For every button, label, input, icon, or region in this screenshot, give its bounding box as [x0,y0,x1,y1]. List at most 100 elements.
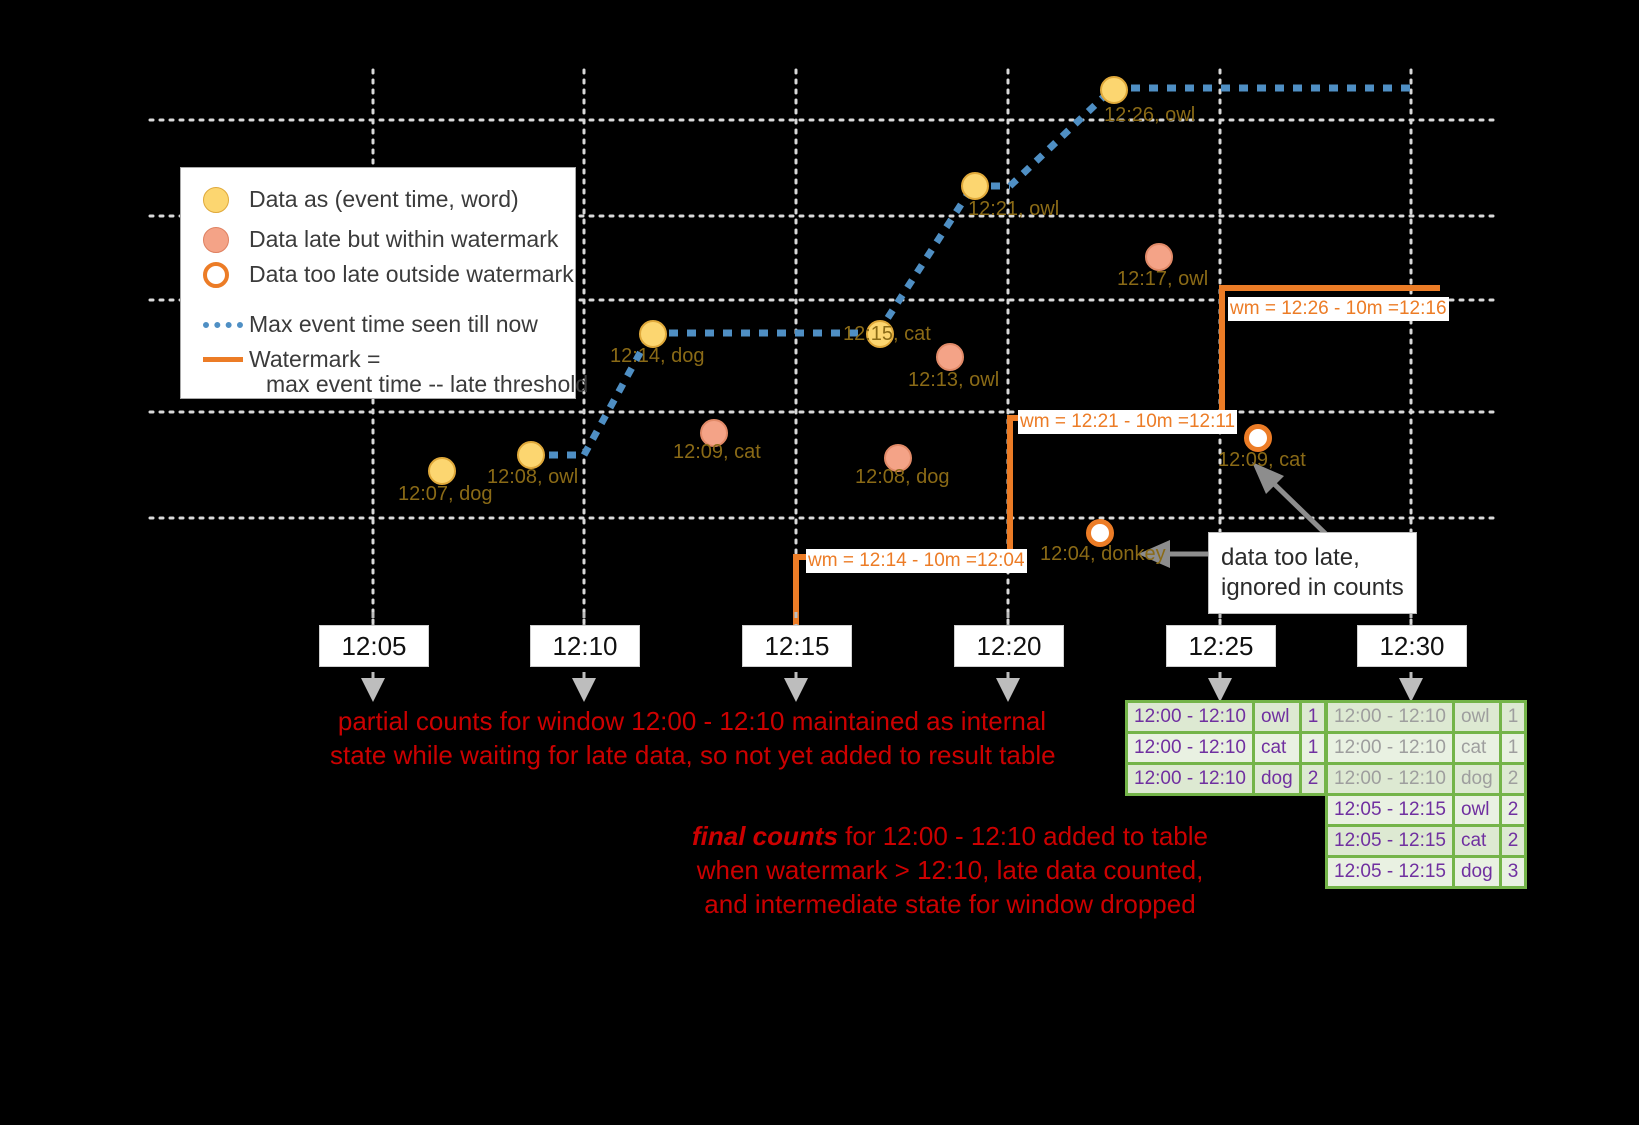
data-point-label: 12:08, dog [855,466,950,488]
data-point-1217-owl [1145,243,1173,271]
callout-too-late: data too late, ignored in counts [1208,532,1417,614]
annotation-partial-counts: partial counts for window 12:00 - 12:10 … [330,705,1056,773]
table-row: 12:00 - 12:10 owl 1 [1328,703,1525,731]
table-cell-word: cat [1454,734,1499,762]
annotation-final-counts: final counts for 12:00 - 12:10 added to … [690,820,1210,921]
data-point-1208-dog-late [884,444,912,472]
data-point-label: 12:09, cat [673,441,761,463]
legend-label-watermark-formula: max event time -- late threshold [266,371,589,397]
legend-label-on-time: Data as (event time, word) [249,186,519,212]
annotation-final-rest: for 12:00 - 12:10 added to table [837,821,1208,851]
axis-tick-1225: 12:25 [1166,625,1276,667]
data-point-label: 12:07, dog [398,483,493,505]
data-point-label: 12:09, cat [1218,449,1306,471]
data-point-label: 12:15, cat [843,323,931,345]
salmon-dot-icon [203,226,229,253]
axis-tick-1220: 12:20 [954,625,1064,667]
hollow-orange-dot-icon [203,261,229,288]
callout-line-2: ignored in counts [1221,574,1404,601]
table-cell-count: 3 [1501,858,1525,886]
axis-tick-1230: 12:30 [1357,625,1467,667]
blue-dotted-line-icon [203,321,243,328]
legend-label-max-event-time: Max event time seen till now [249,311,538,337]
watermark-label-1216: wm = 12:26 - 10m =12:16 [1228,297,1449,321]
orange-solid-line-icon [203,357,243,362]
table-row: 12:00 - 12:10 cat 1 [1128,734,1325,762]
annotation-final-line-3: and intermediate state for window droppe… [704,888,1196,919]
annotation-final-line-1: final counts for 12:00 - 12:10 added to … [690,820,1210,854]
table-row: 12:00 - 12:10 dog 2 [1328,765,1525,793]
table-cell-word: cat [1254,734,1299,762]
data-point-label: 12:13, owl [908,369,1000,391]
data-point-label: 12:08, owl [487,466,579,488]
table-cell-word: cat [1454,827,1499,855]
annotation-partial-line-2: state while waiting for late data, so no… [330,739,1056,770]
table-row: 12:05 - 12:15 dog 3 [1328,858,1525,886]
table-row: 12:00 - 12:10 owl 1 [1128,703,1325,731]
callout-line-1: data too late, [1221,544,1360,571]
legend-item-watermark: Watermark = [203,346,380,373]
table-cell-word: dog [1454,858,1499,886]
yellow-dot-icon [203,186,229,213]
table-cell-word: dog [1254,765,1299,793]
table-cell-window: 12:00 - 12:10 [1328,734,1452,762]
data-point-label: 12:26, owl [1104,104,1196,126]
table-cell-window: 12:05 - 12:15 [1328,858,1452,886]
table-cell-window: 12:05 - 12:15 [1328,796,1452,824]
data-point-label: 12:14, dog [610,345,705,367]
axis-tick-1215: 12:15 [742,625,852,667]
annotation-final-line-2: when watermark > 12:10, late data counte… [696,854,1204,885]
legend-item-late-within: Data late but within watermark [203,226,558,253]
table-cell-count: 1 [1301,703,1325,731]
data-point-1226-owl [1100,76,1128,104]
table-cell-word: owl [1454,796,1499,824]
data-point-1209-cat-too-late [1244,424,1272,452]
legend-label-late-within: Data late but within watermark [249,226,559,252]
table-row: 12:05 - 12:15 owl 2 [1328,796,1525,824]
data-point-1207-dog [428,457,456,485]
result-table-1225: 12:00 - 12:10 owl 1 12:00 - 12:10 cat 1 12:00 … [1125,700,1328,796]
legend-label-watermark: Watermark = [249,346,381,372]
table-cell-count: 2 [1301,765,1325,793]
axis-tick-1210: 12:10 [530,625,640,667]
table-cell-count: 2 [1501,796,1525,824]
table-cell-window: 12:00 - 12:10 [1328,765,1452,793]
table-cell-count: 2 [1501,765,1525,793]
legend-item-too-late: Data too late outside watermark [203,261,574,288]
table-cell-window: 12:00 - 12:10 [1328,703,1452,731]
table-cell-window: 12:00 - 12:10 [1128,734,1252,762]
legend-item-on-time: Data as (event time, word) [203,186,519,213]
data-point-1213-owl [936,343,964,371]
result-table-1230: 12:00 - 12:10 owl 1 12:00 - 12:10 cat 1 12:00 … [1325,700,1528,889]
legend-item-max-event-time: Max event time seen till now [203,311,538,338]
table-cell-count: 1 [1501,734,1525,762]
data-point-label: 12:04, donkey [1040,543,1166,565]
legend-label-too-late: Data too late outside watermark [249,261,574,287]
table-cell-word: dog [1454,765,1499,793]
data-point-label: 12:17, owl [1117,268,1209,290]
table-cell-count: 2 [1501,827,1525,855]
data-point-1214-dog [639,320,667,348]
axis-tick-1205: 12:05 [319,625,429,667]
data-point-label: 12:21, owl [968,198,1060,220]
table-cell-count: 1 [1301,734,1325,762]
table-cell-word: owl [1254,703,1299,731]
annotation-partial-line-1: partial counts for window 12:00 - 12:10 … [337,706,1047,736]
watermark-label-1211: wm = 12:21 - 10m =12:11 [1018,410,1238,434]
watermark-label-1204: wm = 12:14 - 10m =12:04 [806,549,1027,573]
table-row: 12:00 - 12:10 cat 1 [1328,734,1525,762]
legend: Data as (event time, word) Data late but… [180,167,588,399]
table-cell-word: owl [1454,703,1499,731]
data-point-1208-owl [517,441,545,469]
table-row: 12:05 - 12:15 cat 2 [1328,827,1525,855]
data-point-1209-cat [700,419,728,447]
table-cell-window: 12:05 - 12:15 [1328,827,1452,855]
table-row: 12:00 - 12:10 dog 2 [1128,765,1325,793]
data-point-1215-cat [866,320,894,348]
annotation-final-lead: final counts [692,821,838,851]
table-cell-window: 12:00 - 12:10 [1128,765,1252,793]
data-point-1204-donkey [1086,519,1114,547]
table-cell-window: 12:00 - 12:10 [1128,703,1252,731]
